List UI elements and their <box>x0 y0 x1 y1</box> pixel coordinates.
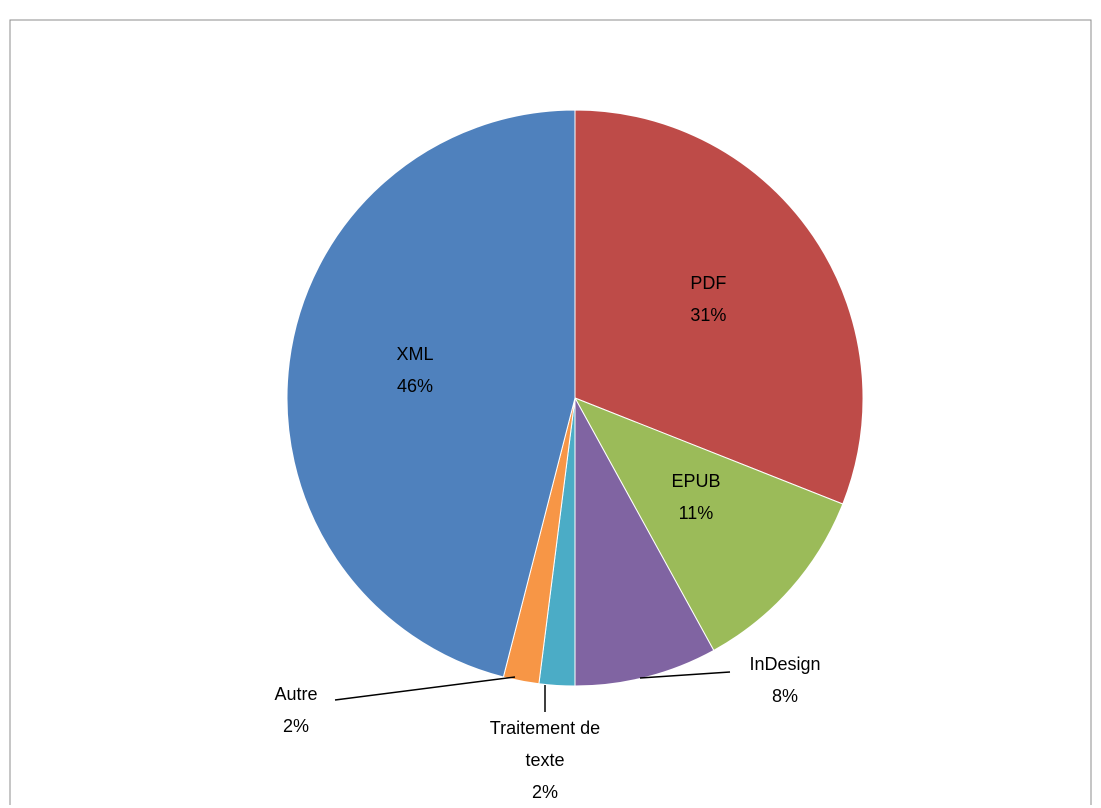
pie-slice <box>286 109 576 678</box>
slice-value: 2% <box>531 782 558 802</box>
slice-label: EPUB 11% <box>671 465 720 529</box>
slice-name: XML <box>396 343 434 364</box>
slice-value: 2% <box>282 716 309 736</box>
slice-value: 31% <box>690 305 727 326</box>
pie-slice <box>573 397 844 652</box>
slice-value: 46% <box>396 375 433 396</box>
slice-name: Autre <box>274 684 318 704</box>
slice-label: InDesign 8% <box>749 648 820 712</box>
slice-name: InDesign <box>749 654 821 674</box>
slice-label: PDF 31% <box>690 267 726 331</box>
chart-frame <box>9 19 1092 805</box>
slice-value: 8% <box>771 686 799 706</box>
slice-label: Autre 2% <box>274 678 317 742</box>
slice-value: 11% <box>678 502 714 523</box>
pie-slice <box>574 109 864 505</box>
slice-label: Traitement de texte 2% <box>470 712 620 808</box>
slice-name: Traitement de texte <box>489 718 601 770</box>
slice-label: XML 46% <box>396 338 433 402</box>
slice-name: EPUB <box>671 470 721 491</box>
slice-name: PDF <box>690 273 727 294</box>
leader-line <box>334 676 516 701</box>
leader-line <box>639 671 731 679</box>
